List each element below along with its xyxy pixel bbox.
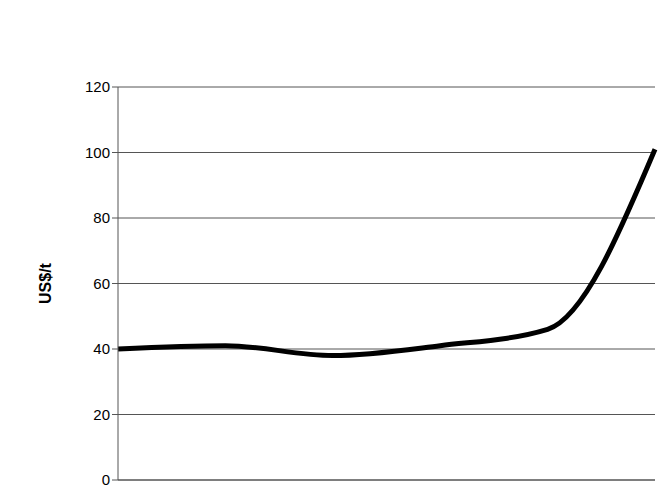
svg-text:US$/t: US$/t: [37, 262, 54, 304]
svg-text:40: 40: [93, 340, 110, 357]
svg-text:80: 80: [93, 209, 110, 226]
svg-text:100: 100: [85, 144, 110, 161]
svg-text:0: 0: [102, 471, 110, 488]
svg-text:60: 60: [93, 275, 110, 292]
svg-text:20: 20: [93, 406, 110, 423]
svg-text:120: 120: [85, 78, 110, 95]
